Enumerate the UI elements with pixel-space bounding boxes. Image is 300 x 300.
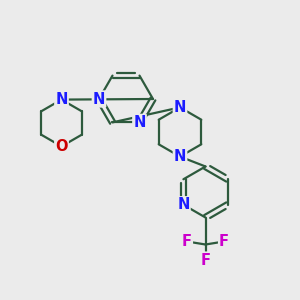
Text: N: N <box>177 197 190 212</box>
Text: N: N <box>174 149 186 164</box>
Text: F: F <box>182 234 192 249</box>
Text: N: N <box>93 92 105 106</box>
Text: N: N <box>55 92 68 107</box>
Text: O: O <box>55 139 68 154</box>
Text: F: F <box>219 234 229 249</box>
Text: N: N <box>174 100 186 115</box>
Text: F: F <box>200 253 211 268</box>
Text: N: N <box>133 115 146 130</box>
